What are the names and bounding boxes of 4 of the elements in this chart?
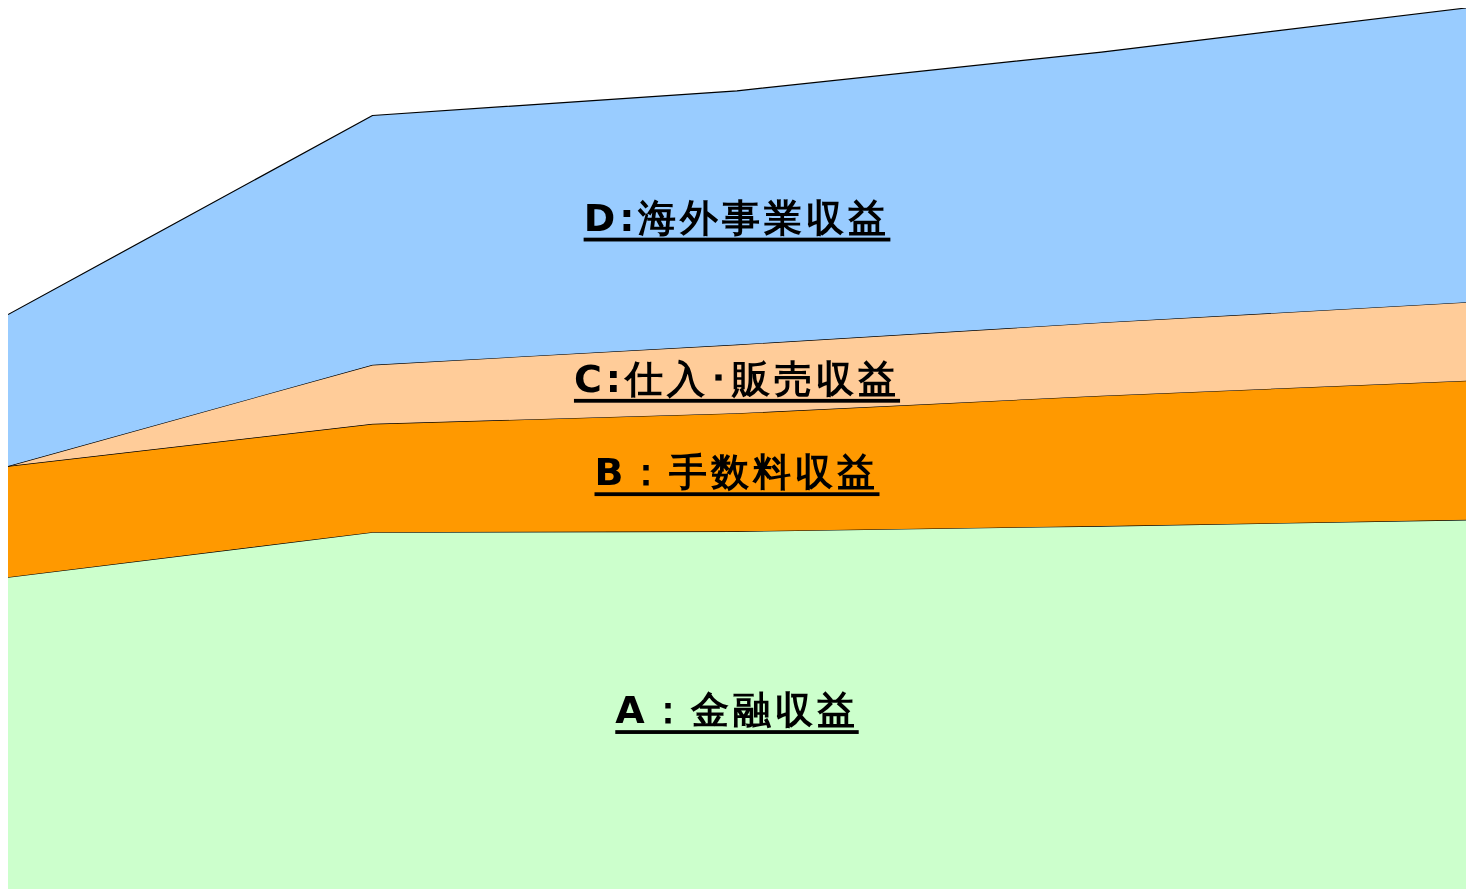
- series-label: D:海外事業収益: [583, 195, 891, 240]
- series-label: A：金融収益: [615, 688, 859, 733]
- series-label: B：手数料収益: [594, 450, 880, 495]
- series-label: C:仕入･販売収益: [573, 356, 901, 401]
